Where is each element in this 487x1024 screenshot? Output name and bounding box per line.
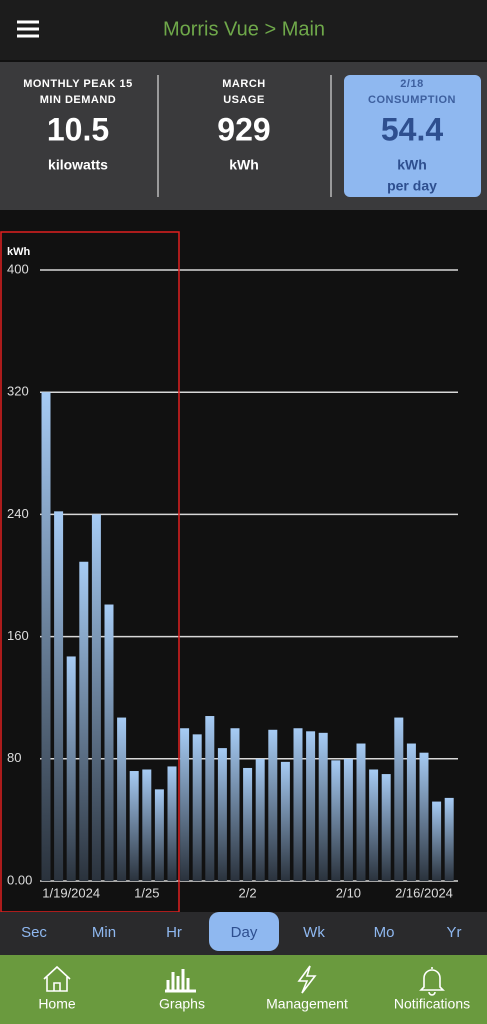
stat-title: MIN DEMAND [40, 94, 117, 106]
bar [142, 769, 152, 881]
y-tick-label: 320 [7, 384, 29, 399]
bar [167, 766, 177, 881]
x-tick-label: 1/19/2024 [42, 885, 100, 900]
bar [217, 748, 227, 881]
management-icon [297, 965, 317, 994]
stat-title: 2/18 [400, 78, 423, 90]
tab-label[interactable]: Wk [303, 924, 325, 941]
stat-title: USAGE [223, 94, 265, 106]
y-tick-label: 240 [7, 506, 29, 521]
bar [356, 743, 366, 881]
tab-label[interactable]: Hr [166, 924, 182, 941]
x-tick-label: 1/25 [134, 885, 159, 900]
stat-value: 929 [217, 111, 270, 147]
nav-label[interactable]: Notifications [394, 996, 470, 1012]
bar [154, 789, 164, 881]
tab-label[interactable]: Yr [447, 924, 462, 941]
bar [293, 728, 303, 881]
bar [306, 731, 316, 881]
bar [432, 801, 442, 881]
x-tick-label: 2/10 [336, 885, 361, 900]
tab-label[interactable]: Sec [21, 924, 47, 941]
tab-label[interactable]: Mo [374, 924, 395, 941]
y-tick-label: 400 [7, 261, 29, 276]
home-icon [43, 965, 71, 992]
stat-unit: kWh [397, 157, 427, 173]
top-bar [0, 0, 487, 60]
y-tick-label: 160 [7, 628, 29, 643]
bar [331, 760, 341, 881]
bar [41, 392, 51, 881]
notifications-icon [419, 967, 445, 996]
y-tick-label: 80 [7, 750, 21, 765]
stat-unit: kilowatts [48, 157, 108, 173]
bar [79, 561, 89, 881]
bar [280, 761, 290, 881]
stat-value: 10.5 [47, 111, 109, 147]
stat-unit: per day [387, 178, 437, 194]
bar [444, 797, 454, 881]
nav-label[interactable]: Graphs [159, 996, 205, 1012]
tab-label[interactable]: Day [231, 924, 258, 941]
bar [381, 774, 391, 881]
bar [180, 728, 190, 881]
nav-label[interactable]: Management [266, 996, 348, 1012]
bar [343, 758, 353, 881]
bar [394, 717, 404, 881]
bar [104, 604, 114, 881]
tab-label[interactable]: Min [92, 924, 116, 941]
bar [54, 511, 64, 881]
x-tick-label: 2/16/2024 [395, 885, 453, 900]
bar [369, 769, 379, 881]
bar [268, 729, 278, 881]
bar [66, 656, 76, 881]
tab-selected[interactable] [209, 912, 279, 951]
bar [192, 734, 202, 881]
page-title: Morris Vue > Main [163, 18, 325, 40]
menu-button[interactable] [17, 20, 39, 38]
stat-highlight[interactable] [344, 75, 481, 197]
y-axis-label: kWh [7, 246, 31, 258]
bar [129, 771, 139, 881]
graphs-icon [165, 969, 196, 993]
bar [406, 743, 416, 881]
nav-icons [43, 965, 445, 996]
stat-title: CONSUMPTION [368, 94, 456, 106]
bottom-nav [0, 955, 487, 1024]
bar [255, 758, 265, 881]
bar [318, 732, 328, 881]
y-tick-label: 0.00 [7, 872, 32, 887]
x-tick-label: 2/2 [239, 885, 257, 900]
stat-title: MARCH [222, 78, 265, 90]
stat-title: MONTHLY PEAK 15 [23, 78, 133, 90]
bar [243, 767, 253, 881]
bar [419, 752, 429, 881]
nav-label[interactable]: Home [38, 996, 76, 1012]
stat-value: 54.4 [381, 111, 443, 147]
bar [205, 716, 215, 881]
bar [91, 514, 101, 881]
stat-unit: kWh [229, 157, 259, 173]
bar [117, 717, 127, 881]
bar [230, 728, 240, 881]
